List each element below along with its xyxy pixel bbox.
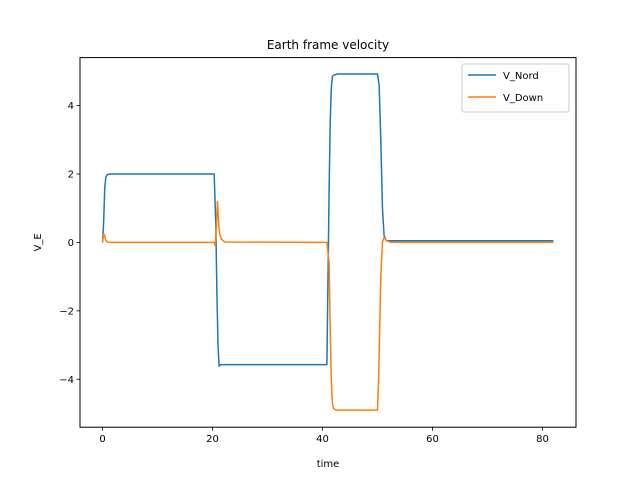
- y-tick-label: 0: [68, 238, 74, 249]
- series-layer: [101, 73, 554, 411]
- y-axis-ticks: −4 −2 0 2 4: [59, 101, 80, 386]
- y-tick-label: −2: [59, 306, 74, 317]
- x-tick-label: 0: [99, 434, 105, 445]
- chart-title: Earth frame velocity: [267, 38, 389, 52]
- x-axis-ticks: 0 20 40 60 80: [99, 427, 549, 445]
- x-tick-label: 80: [536, 434, 549, 445]
- x-tick-label: 60: [426, 434, 439, 445]
- legend: V_Nord V_Down: [461, 63, 570, 113]
- legend-box: [461, 63, 570, 113]
- x-axis-label: time: [317, 459, 340, 470]
- x-tick-label: 40: [316, 434, 329, 445]
- y-tick-label: −4: [59, 375, 74, 386]
- y-tick-label: 4: [68, 101, 74, 112]
- legend-label-v-down: V_Down: [503, 93, 543, 104]
- x-tick-label: 20: [206, 434, 219, 445]
- legend-label-v-nord: V_Nord: [503, 71, 539, 82]
- series-line-v-nord: [101, 73, 554, 368]
- y-axis-label: V_E: [33, 233, 44, 251]
- y-tick-label: 2: [68, 169, 74, 180]
- series-line-v-down: [101, 200, 554, 411]
